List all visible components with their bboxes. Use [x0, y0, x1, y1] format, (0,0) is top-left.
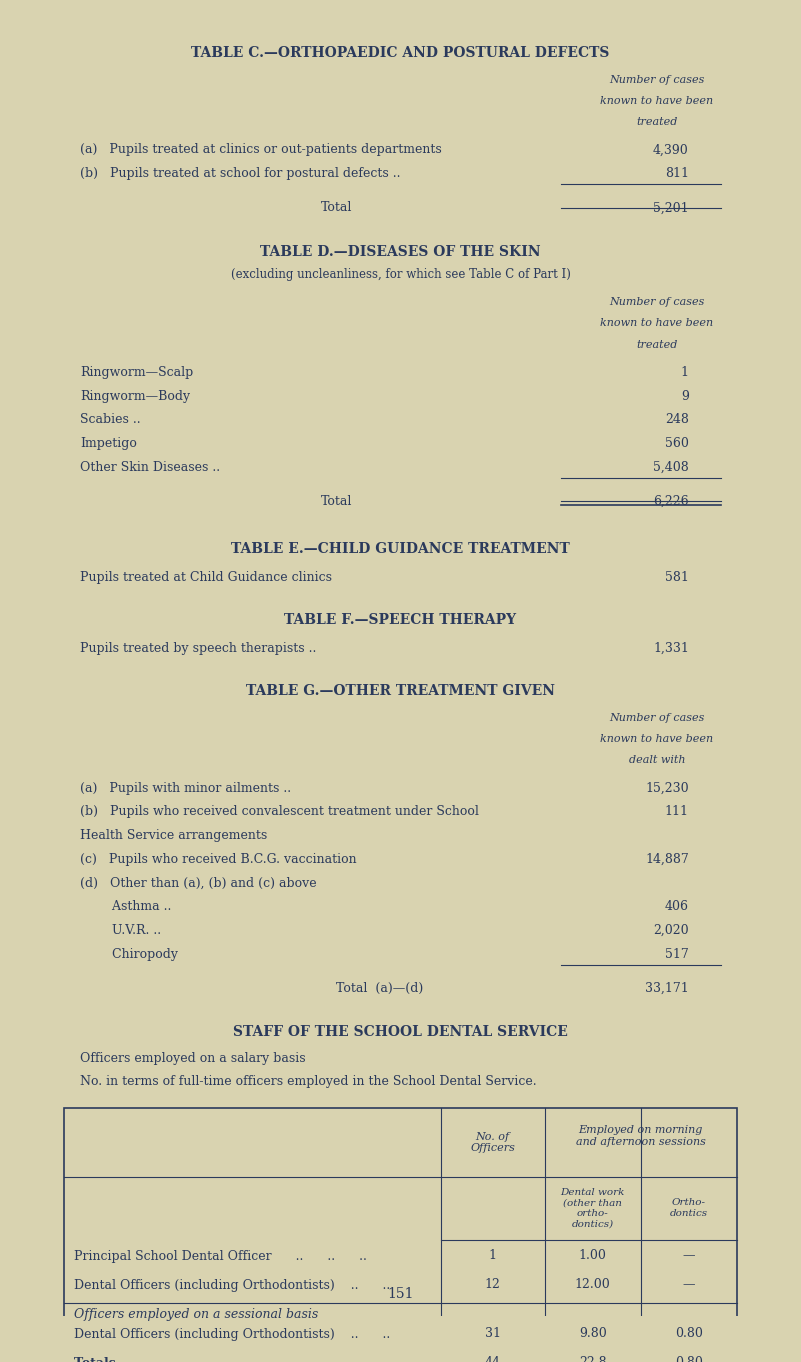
Text: Number of cases: Number of cases: [609, 714, 705, 723]
Text: (a)   Pupils treated at clinics or out-patients departments: (a) Pupils treated at clinics or out-pat…: [80, 143, 442, 157]
Text: (b)   Pupils who received convalescent treatment under School: (b) Pupils who received convalescent tre…: [80, 805, 479, 819]
Text: Officers employed on a salary basis: Officers employed on a salary basis: [80, 1051, 306, 1065]
Text: 248: 248: [665, 413, 689, 426]
Text: Chiropody: Chiropody: [80, 948, 178, 960]
Text: Impetigo: Impetigo: [80, 437, 137, 449]
Text: 33,171: 33,171: [645, 982, 689, 994]
Text: treated: treated: [636, 339, 678, 350]
Text: (b)   Pupils treated at school for postural defects ..: (b) Pupils treated at school for postura…: [80, 168, 401, 180]
Text: —: —: [682, 1249, 695, 1263]
Text: 12.00: 12.00: [575, 1278, 610, 1291]
Text: Ortho-
dontics: Ortho- dontics: [670, 1199, 708, 1218]
Text: dealt with: dealt with: [629, 756, 685, 765]
Text: 811: 811: [665, 168, 689, 180]
Text: TABLE E.—CHILD GUIDANCE TREATMENT: TABLE E.—CHILD GUIDANCE TREATMENT: [231, 542, 570, 556]
Text: 1.00: 1.00: [579, 1249, 606, 1263]
Text: Pupils treated at Child Guidance clinics: Pupils treated at Child Guidance clinics: [80, 571, 332, 584]
Text: U.V.R. ..: U.V.R. ..: [80, 923, 161, 937]
Text: Ringworm—Scalp: Ringworm—Scalp: [80, 366, 193, 379]
Text: 5,408: 5,408: [653, 460, 689, 474]
Text: No. of
Officers: No. of Officers: [470, 1132, 515, 1154]
Text: 1: 1: [489, 1249, 497, 1263]
Text: TABLE C.—ORTHOPAEDIC AND POSTURAL DEFECTS: TABLE C.—ORTHOPAEDIC AND POSTURAL DEFECT…: [191, 46, 610, 60]
Text: Number of cases: Number of cases: [609, 297, 705, 308]
Text: Employed on morning
and afternoon sessions: Employed on morning and afternoon sessio…: [576, 1125, 706, 1147]
Text: 151: 151: [387, 1287, 414, 1301]
Text: Number of cases: Number of cases: [609, 75, 705, 84]
Text: 111: 111: [665, 805, 689, 819]
Text: (d)   Other than (a), (b) and (c) above: (d) Other than (a), (b) and (c) above: [80, 877, 316, 889]
Text: Principal School Dental Officer      ..      ..      ..: Principal School Dental Officer .. .. ..: [74, 1250, 367, 1264]
Text: (a)   Pupils with minor ailments ..: (a) Pupils with minor ailments ..: [80, 782, 292, 795]
Text: Total: Total: [320, 494, 352, 508]
Text: 15,230: 15,230: [646, 782, 689, 795]
Text: Total  (a)—(d): Total (a)—(d): [304, 982, 424, 994]
Text: Scabies ..: Scabies ..: [80, 413, 141, 426]
Text: 1: 1: [681, 366, 689, 379]
Text: 0.80: 0.80: [675, 1327, 702, 1340]
Text: 9.80: 9.80: [579, 1327, 606, 1340]
Text: Asthma ..: Asthma ..: [80, 900, 171, 913]
Text: 2,020: 2,020: [654, 923, 689, 937]
Text: 406: 406: [665, 900, 689, 913]
Text: 560: 560: [665, 437, 689, 449]
Text: Other Skin Diseases ..: Other Skin Diseases ..: [80, 460, 220, 474]
Text: Ringworm—Body: Ringworm—Body: [80, 390, 190, 403]
Text: 9: 9: [681, 390, 689, 403]
Text: TABLE F.—SPEECH THERAPY: TABLE F.—SPEECH THERAPY: [284, 613, 517, 628]
Text: Dental Officers (including Orthodontists)    ..      ..: Dental Officers (including Orthodontists…: [74, 1279, 390, 1293]
Text: 1,331: 1,331: [653, 643, 689, 655]
Text: known to have been: known to have been: [600, 734, 714, 745]
Text: 14,887: 14,887: [645, 853, 689, 866]
Text: Dental work
(other than
ortho-
dontics): Dental work (other than ortho- dontics): [561, 1188, 625, 1229]
Text: 0.80: 0.80: [675, 1357, 702, 1362]
Text: 44: 44: [485, 1357, 501, 1362]
Text: 4,390: 4,390: [653, 143, 689, 157]
Text: Officers employed on a sessional basis: Officers employed on a sessional basis: [74, 1308, 318, 1321]
Text: TABLE D.—DISEASES OF THE SKIN: TABLE D.—DISEASES OF THE SKIN: [260, 245, 541, 259]
Text: 31: 31: [485, 1327, 501, 1340]
Text: —: —: [682, 1278, 695, 1291]
Text: 517: 517: [665, 948, 689, 960]
Text: TABLE G.—OTHER TREATMENT GIVEN: TABLE G.—OTHER TREATMENT GIVEN: [246, 684, 555, 699]
Text: 12: 12: [485, 1278, 501, 1291]
Text: No. in terms of full-time officers employed in the School Dental Service.: No. in terms of full-time officers emplo…: [80, 1075, 537, 1088]
Text: known to have been: known to have been: [600, 319, 714, 328]
Text: STAFF OF THE SCHOOL DENTAL SERVICE: STAFF OF THE SCHOOL DENTAL SERVICE: [233, 1026, 568, 1039]
Text: Pupils treated by speech therapists ..: Pupils treated by speech therapists ..: [80, 643, 316, 655]
Text: 581: 581: [665, 571, 689, 584]
Text: Health Service arrangements: Health Service arrangements: [80, 829, 268, 842]
Text: Totals  ..          ..          ..          ..          ..          ..: Totals .. .. .. .. .. ..: [74, 1358, 396, 1362]
Text: (excluding uncleanliness, for which see Table C of Part I): (excluding uncleanliness, for which see …: [231, 268, 570, 282]
Text: (c)   Pupils who received B.C.G. vaccination: (c) Pupils who received B.C.G. vaccinati…: [80, 853, 356, 866]
Text: 5,201: 5,201: [654, 202, 689, 214]
Text: known to have been: known to have been: [600, 97, 714, 106]
Text: treated: treated: [636, 117, 678, 127]
Text: 22.8: 22.8: [579, 1357, 606, 1362]
Text: Total: Total: [320, 202, 352, 214]
Text: 6,226: 6,226: [654, 494, 689, 508]
Text: Dental Officers (including Orthodontists)    ..      ..: Dental Officers (including Orthodontists…: [74, 1328, 390, 1342]
